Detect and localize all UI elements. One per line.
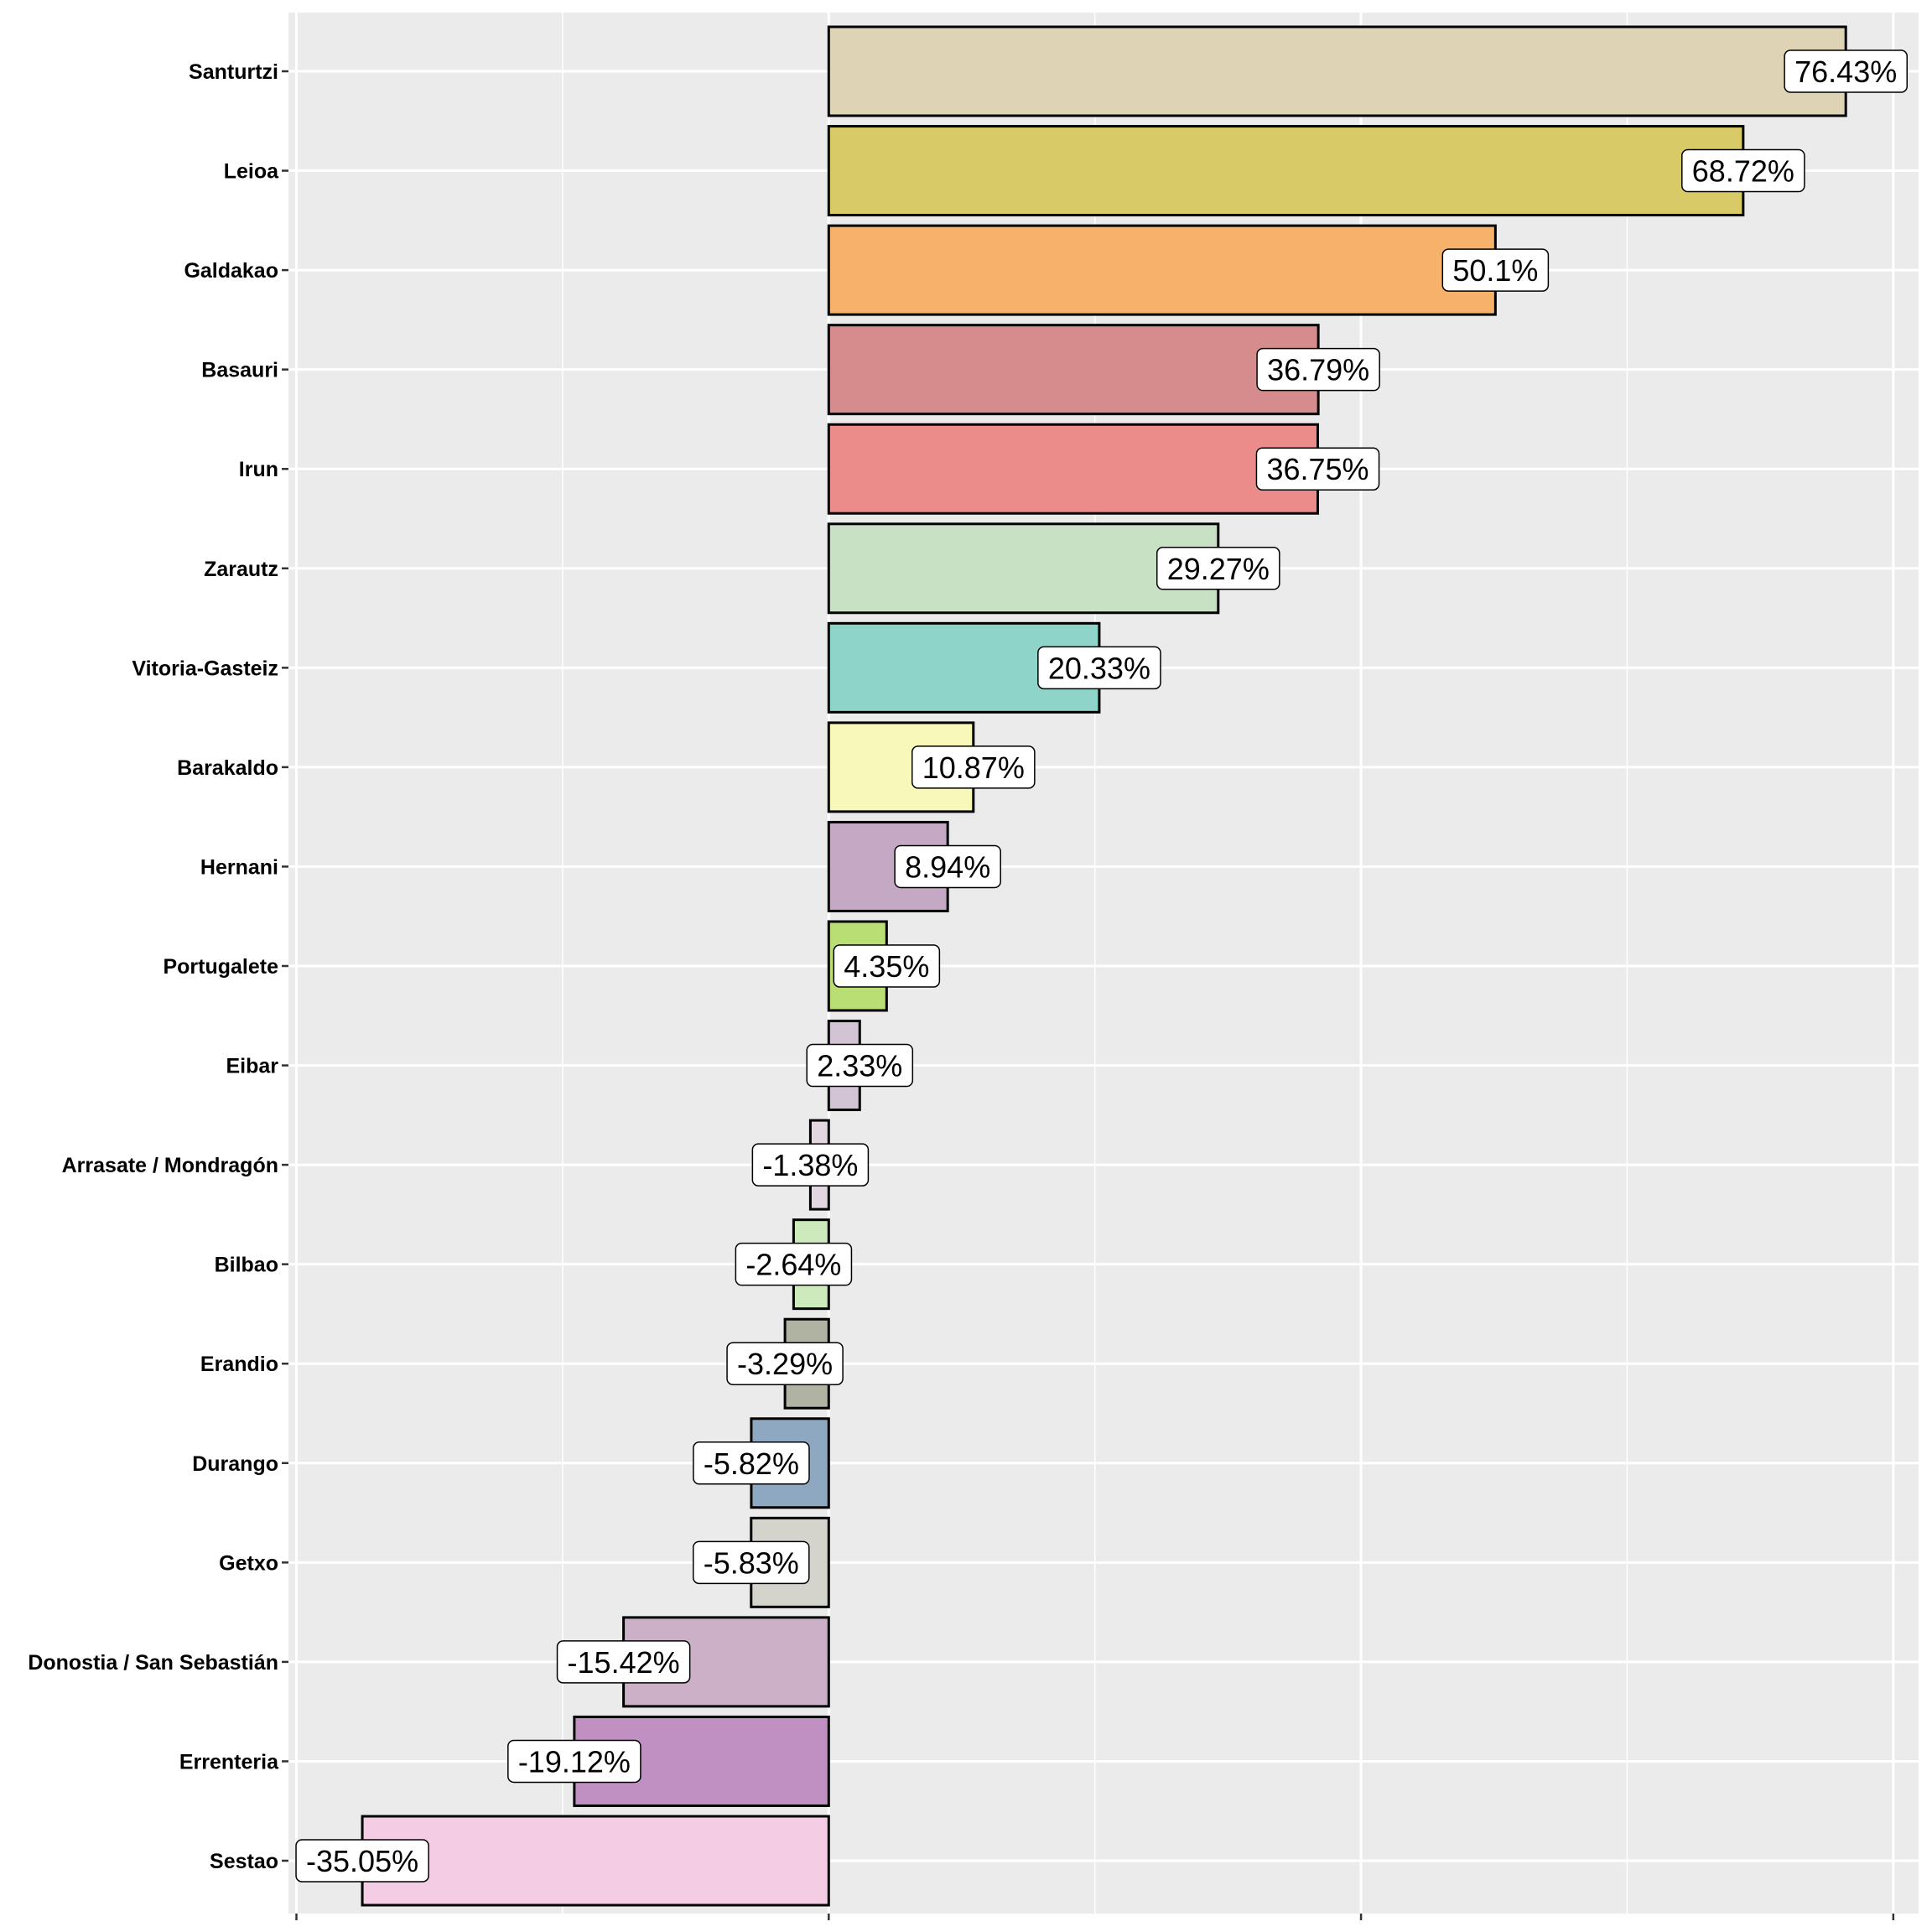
value-label-text: 10.87% — [922, 750, 1025, 785]
value-label: -19.12% — [507, 1739, 641, 1784]
value-label-box — [295, 1839, 429, 1883]
value-label-text: -19.12% — [518, 1744, 631, 1779]
x-axis — [295, 1914, 1895, 1920]
value-label-box — [556, 1640, 691, 1684]
bar — [827, 423, 1319, 515]
value-label: -15.42% — [556, 1640, 691, 1684]
y-tick-label: Vitoria-Gasteiz — [132, 657, 278, 680]
value-label-box — [1256, 347, 1380, 392]
value-label-box — [1255, 447, 1380, 491]
value-label-box — [911, 745, 1036, 789]
value-label: -35.05% — [295, 1839, 429, 1883]
bars — [361, 25, 1847, 1907]
y-tick-label: Errenteria — [179, 1750, 279, 1774]
value-label: -5.82% — [693, 1441, 810, 1485]
value-label-text: 68.72% — [1692, 154, 1794, 189]
y-tick-label: Getxo — [219, 1551, 278, 1575]
y-tick-label: Donostia / San Sebastián — [28, 1651, 278, 1675]
y-tick-label: Bilbao — [215, 1254, 278, 1277]
value-label-text: 29.27% — [1167, 552, 1270, 586]
value-label-box — [726, 1342, 844, 1385]
y-tick-label: Durango — [192, 1452, 278, 1476]
value-label: 4.35% — [833, 944, 941, 988]
y-tick-label: Erandio — [200, 1353, 278, 1376]
bar — [827, 324, 1320, 416]
value-label-box — [692, 1540, 810, 1585]
y-tick-label: Portugalete — [163, 955, 278, 979]
y-tick-label: Zarautz — [204, 558, 278, 581]
bar — [827, 522, 1220, 615]
value-label: -5.83% — [692, 1540, 810, 1585]
value-label: -3.29% — [726, 1342, 844, 1385]
y-tick-label: Eibar — [226, 1055, 278, 1078]
y-tick-label: Barakaldo — [177, 756, 278, 780]
value-label-box — [1681, 148, 1805, 193]
value-label-box — [806, 1043, 914, 1088]
value-label: 29.27% — [1156, 547, 1280, 590]
value-label-text: 50.1% — [1452, 253, 1538, 288]
value-label-box — [894, 844, 1001, 889]
value-label-text: -1.38% — [762, 1148, 858, 1182]
y-tick-label: Leioa — [224, 160, 279, 184]
value-label: 36.75% — [1255, 447, 1380, 491]
value-label-box — [1037, 646, 1161, 690]
value-labels: 76.43% 68.72% 50.1% 36.79% 36.75% 29.27% 20.33… — [295, 49, 1908, 1883]
value-label: 76.43% — [1784, 49, 1908, 93]
value-label-box — [507, 1739, 641, 1784]
value-label-box — [693, 1441, 810, 1485]
value-label-text: 20.33% — [1048, 651, 1150, 685]
bar — [827, 125, 1745, 217]
y-tick-label: Hernani — [200, 855, 278, 879]
y-tick-label: Irun — [239, 458, 278, 481]
y-axis: Santurtzi Leioa Galdakao Basauri Irun Zarautz… — [28, 60, 288, 1873]
value-label-text: -3.29% — [737, 1347, 833, 1381]
value-label-text: 76.43% — [1794, 55, 1897, 89]
value-label: 50.1% — [1441, 248, 1550, 292]
value-label: -2.64% — [735, 1242, 853, 1286]
bar — [827, 25, 1847, 117]
value-label-text: 4.35% — [844, 949, 929, 984]
value-label-text: -5.83% — [704, 1545, 799, 1580]
value-label: 8.94% — [894, 844, 1001, 889]
value-label-box — [833, 944, 941, 988]
value-label-text: 36.79% — [1267, 353, 1369, 387]
value-label-box — [1784, 49, 1908, 93]
y-tick-label: Arrasate / Mondragón — [62, 1154, 278, 1177]
y-tick-label: Basauri — [201, 359, 278, 382]
value-label-text: -5.82% — [704, 1446, 799, 1481]
bar — [827, 224, 1497, 316]
bar — [361, 1815, 830, 1907]
y-tick-label: Santurtzi — [189, 60, 278, 84]
value-label-text: -15.42% — [568, 1645, 680, 1680]
value-label-box — [735, 1242, 853, 1286]
value-label: 68.72% — [1681, 148, 1805, 193]
value-label: 20.33% — [1037, 646, 1161, 690]
value-label: 10.87% — [911, 745, 1036, 789]
value-label-box — [1441, 248, 1550, 292]
value-label-text: -35.05% — [306, 1844, 418, 1878]
value-label-text: 2.33% — [817, 1049, 902, 1083]
y-tick-label: Galdakao — [184, 259, 278, 283]
value-label: 2.33% — [806, 1043, 914, 1088]
value-label-box — [1156, 547, 1280, 590]
y-tick-label: Sestao — [210, 1850, 278, 1873]
value-label: -1.38% — [751, 1143, 870, 1187]
value-label-text: -2.64% — [745, 1248, 841, 1282]
value-label-text: 8.94% — [905, 849, 990, 884]
value-label: 36.79% — [1256, 347, 1380, 392]
value-label-box — [751, 1143, 870, 1187]
value-label-text: 36.75% — [1266, 452, 1368, 486]
